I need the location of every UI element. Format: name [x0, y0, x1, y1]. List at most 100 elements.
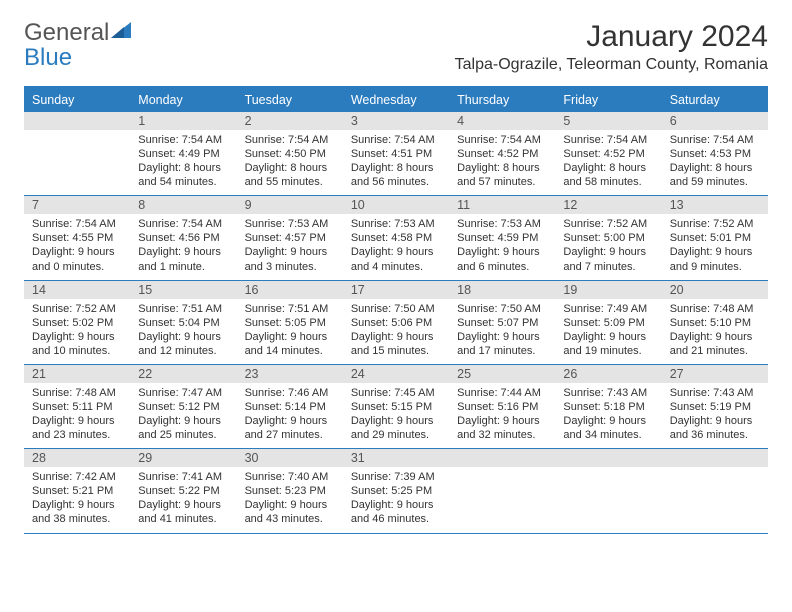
calendar-day: 18Sunrise: 7:50 AMSunset: 5:07 PMDayligh…: [449, 281, 555, 364]
dow-wednesday: Wednesday: [343, 88, 449, 112]
calendar-day: [662, 449, 768, 532]
day-details: Sunrise: 7:48 AMSunset: 5:10 PMDaylight:…: [662, 299, 768, 364]
calendar-day: 25Sunrise: 7:44 AMSunset: 5:16 PMDayligh…: [449, 365, 555, 448]
day-details: Sunrise: 7:43 AMSunset: 5:19 PMDaylight:…: [662, 383, 768, 448]
day-details: Sunrise: 7:50 AMSunset: 5:06 PMDaylight:…: [343, 299, 449, 364]
day-number: 25: [449, 365, 555, 383]
day-details: Sunrise: 7:51 AMSunset: 5:04 PMDaylight:…: [130, 299, 236, 364]
calendar-day: 17Sunrise: 7:50 AMSunset: 5:06 PMDayligh…: [343, 281, 449, 364]
day-details: [662, 467, 768, 525]
day-details: Sunrise: 7:51 AMSunset: 5:05 PMDaylight:…: [237, 299, 343, 364]
day-details: Sunrise: 7:46 AMSunset: 5:14 PMDaylight:…: [237, 383, 343, 448]
day-details: Sunrise: 7:52 AMSunset: 5:00 PMDaylight:…: [555, 214, 661, 279]
calendar-day: 15Sunrise: 7:51 AMSunset: 5:04 PMDayligh…: [130, 281, 236, 364]
calendar-day: 6Sunrise: 7:54 AMSunset: 4:53 PMDaylight…: [662, 112, 768, 195]
dow-friday: Friday: [555, 88, 661, 112]
day-details: Sunrise: 7:54 AMSunset: 4:52 PMDaylight:…: [555, 130, 661, 195]
day-number: 14: [24, 281, 130, 299]
day-number: 15: [130, 281, 236, 299]
day-number: 13: [662, 196, 768, 214]
calendar-day: 1Sunrise: 7:54 AMSunset: 4:49 PMDaylight…: [130, 112, 236, 195]
calendar-day: 31Sunrise: 7:39 AMSunset: 5:25 PMDayligh…: [343, 449, 449, 532]
days-of-week-header: Sunday Monday Tuesday Wednesday Thursday…: [24, 88, 768, 112]
dow-thursday: Thursday: [449, 88, 555, 112]
calendar-day: 5Sunrise: 7:54 AMSunset: 4:52 PMDaylight…: [555, 112, 661, 195]
day-number: 11: [449, 196, 555, 214]
title-block: January 2024 Talpa-Ograzile, Teleorman C…: [455, 20, 768, 74]
day-number: 29: [130, 449, 236, 467]
calendar-week: 1Sunrise: 7:54 AMSunset: 4:49 PMDaylight…: [24, 112, 768, 196]
header: GeneralBlue January 2024 Talpa-Ograzile,…: [24, 20, 768, 74]
calendar-day: 16Sunrise: 7:51 AMSunset: 5:05 PMDayligh…: [237, 281, 343, 364]
day-details: Sunrise: 7:49 AMSunset: 5:09 PMDaylight:…: [555, 299, 661, 364]
logo: GeneralBlue: [24, 20, 131, 70]
calendar-day: 28Sunrise: 7:42 AMSunset: 5:21 PMDayligh…: [24, 449, 130, 532]
day-details: Sunrise: 7:41 AMSunset: 5:22 PMDaylight:…: [130, 467, 236, 532]
logo-text-general: General: [24, 19, 109, 46]
day-details: Sunrise: 7:40 AMSunset: 5:23 PMDaylight:…: [237, 467, 343, 532]
day-details: [24, 130, 130, 188]
day-number: 20: [662, 281, 768, 299]
day-details: [555, 467, 661, 525]
calendar-day: 29Sunrise: 7:41 AMSunset: 5:22 PMDayligh…: [130, 449, 236, 532]
day-details: Sunrise: 7:54 AMSunset: 4:50 PMDaylight:…: [237, 130, 343, 195]
day-number: 16: [237, 281, 343, 299]
month-title: January 2024: [455, 20, 768, 54]
day-details: Sunrise: 7:54 AMSunset: 4:56 PMDaylight:…: [130, 214, 236, 279]
day-details: Sunrise: 7:43 AMSunset: 5:18 PMDaylight:…: [555, 383, 661, 448]
day-number: 22: [130, 365, 236, 383]
calendar-day: 4Sunrise: 7:54 AMSunset: 4:52 PMDaylight…: [449, 112, 555, 195]
calendar-day: [24, 112, 130, 195]
day-number: 6: [662, 112, 768, 130]
calendar-day: 30Sunrise: 7:40 AMSunset: 5:23 PMDayligh…: [237, 449, 343, 532]
day-number: 18: [449, 281, 555, 299]
calendar-day: 23Sunrise: 7:46 AMSunset: 5:14 PMDayligh…: [237, 365, 343, 448]
day-details: Sunrise: 7:53 AMSunset: 4:59 PMDaylight:…: [449, 214, 555, 279]
calendar-week: 28Sunrise: 7:42 AMSunset: 5:21 PMDayligh…: [24, 449, 768, 533]
day-number: [662, 449, 768, 467]
day-number: 8: [130, 196, 236, 214]
dow-sunday: Sunday: [24, 88, 130, 112]
location: Talpa-Ograzile, Teleorman County, Romani…: [455, 56, 768, 74]
day-details: Sunrise: 7:45 AMSunset: 5:15 PMDaylight:…: [343, 383, 449, 448]
day-number: 31: [343, 449, 449, 467]
day-number: 28: [24, 449, 130, 467]
weeks-container: 1Sunrise: 7:54 AMSunset: 4:49 PMDaylight…: [24, 112, 768, 534]
calendar-day: 21Sunrise: 7:48 AMSunset: 5:11 PMDayligh…: [24, 365, 130, 448]
day-details: Sunrise: 7:50 AMSunset: 5:07 PMDaylight:…: [449, 299, 555, 364]
calendar-day: 11Sunrise: 7:53 AMSunset: 4:59 PMDayligh…: [449, 196, 555, 279]
day-details: Sunrise: 7:42 AMSunset: 5:21 PMDaylight:…: [24, 467, 130, 532]
day-number: [449, 449, 555, 467]
dow-saturday: Saturday: [662, 88, 768, 112]
day-details: [449, 467, 555, 525]
calendar-week: 21Sunrise: 7:48 AMSunset: 5:11 PMDayligh…: [24, 365, 768, 449]
day-details: Sunrise: 7:53 AMSunset: 4:57 PMDaylight:…: [237, 214, 343, 279]
dow-tuesday: Tuesday: [237, 88, 343, 112]
day-number: 4: [449, 112, 555, 130]
calendar-day: 20Sunrise: 7:48 AMSunset: 5:10 PMDayligh…: [662, 281, 768, 364]
calendar-week: 14Sunrise: 7:52 AMSunset: 5:02 PMDayligh…: [24, 281, 768, 365]
calendar: Sunday Monday Tuesday Wednesday Thursday…: [24, 86, 768, 534]
day-number: 9: [237, 196, 343, 214]
day-number: 23: [237, 365, 343, 383]
day-details: Sunrise: 7:44 AMSunset: 5:16 PMDaylight:…: [449, 383, 555, 448]
calendar-day: 24Sunrise: 7:45 AMSunset: 5:15 PMDayligh…: [343, 365, 449, 448]
day-details: Sunrise: 7:52 AMSunset: 5:02 PMDaylight:…: [24, 299, 130, 364]
day-details: Sunrise: 7:54 AMSunset: 4:52 PMDaylight:…: [449, 130, 555, 195]
calendar-day: 7Sunrise: 7:54 AMSunset: 4:55 PMDaylight…: [24, 196, 130, 279]
calendar-day: 8Sunrise: 7:54 AMSunset: 4:56 PMDaylight…: [130, 196, 236, 279]
calendar-day: [449, 449, 555, 532]
calendar-day: 10Sunrise: 7:53 AMSunset: 4:58 PMDayligh…: [343, 196, 449, 279]
calendar-day: [555, 449, 661, 532]
day-details: Sunrise: 7:39 AMSunset: 5:25 PMDaylight:…: [343, 467, 449, 532]
day-number: 10: [343, 196, 449, 214]
day-details: Sunrise: 7:54 AMSunset: 4:55 PMDaylight:…: [24, 214, 130, 279]
day-number: 1: [130, 112, 236, 130]
day-number: 24: [343, 365, 449, 383]
day-number: 27: [662, 365, 768, 383]
day-details: Sunrise: 7:48 AMSunset: 5:11 PMDaylight:…: [24, 383, 130, 448]
calendar-day: 3Sunrise: 7:54 AMSunset: 4:51 PMDaylight…: [343, 112, 449, 195]
day-number: 30: [237, 449, 343, 467]
day-details: Sunrise: 7:53 AMSunset: 4:58 PMDaylight:…: [343, 214, 449, 279]
calendar-day: 12Sunrise: 7:52 AMSunset: 5:00 PMDayligh…: [555, 196, 661, 279]
